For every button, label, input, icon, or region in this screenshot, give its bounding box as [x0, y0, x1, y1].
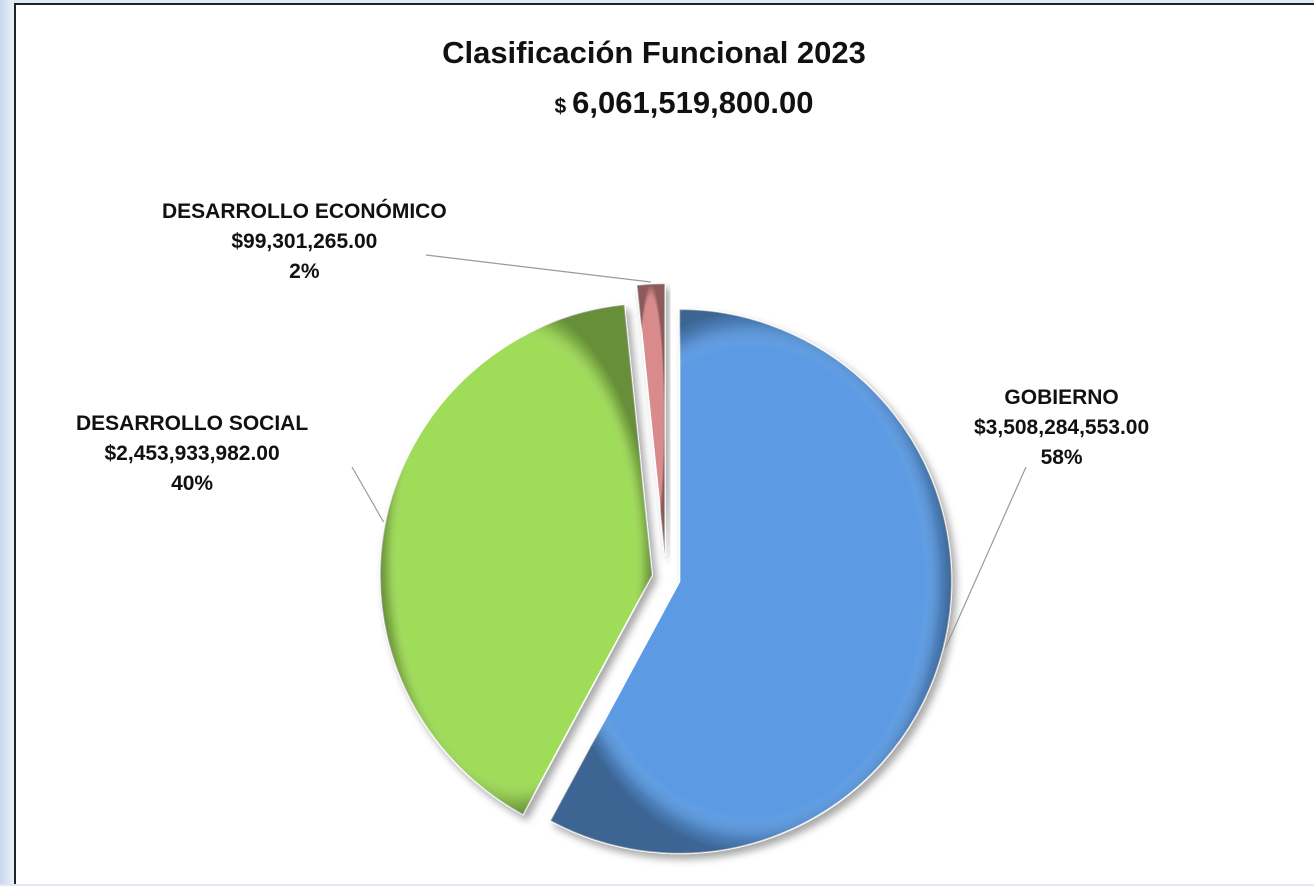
chart-total-currency: $	[554, 95, 567, 118]
slice-percent: 40%	[171, 472, 214, 495]
slice-name: DESARROLLO ECONÓMICO	[162, 200, 447, 223]
chart-title: Clasificación Funcional 2023	[442, 35, 866, 70]
chart-total: $6,061,519,800.00	[34, 85, 1314, 121]
chart-total-value: 6,061,519,800.00	[572, 85, 814, 120]
chart-frame: Clasificación Funcional 2023 $6,061,519,…	[14, 3, 1314, 884]
side-strip	[0, 0, 14, 884]
slice-percent: 58%	[1040, 446, 1083, 469]
slice-label-desarrollo-economico: DESARROLLO ECONÓMICO $99,301,265.00 2%	[162, 197, 447, 287]
slice-label-gobierno: GOBIERNO $3,508,284,553.00 58%	[974, 383, 1149, 473]
leader-line-gobierno	[944, 466, 1027, 649]
slice-amount: $3,508,284,553.00	[974, 416, 1150, 439]
slice-percent: 2%	[289, 260, 320, 283]
leader-line-desarrollo-economico	[425, 254, 651, 283]
leader-line-desarrollo-social	[351, 466, 385, 523]
slice-amount: $2,453,933,982.00	[104, 442, 280, 465]
slice-amount: $99,301,265.00	[231, 230, 378, 253]
slice-name: DESARROLLO SOCIAL	[76, 412, 309, 435]
slice-label-desarrollo-social: DESARROLLO SOCIAL $2,453,933,982.00 40%	[76, 409, 308, 499]
slice-name: GOBIERNO	[1004, 386, 1119, 409]
